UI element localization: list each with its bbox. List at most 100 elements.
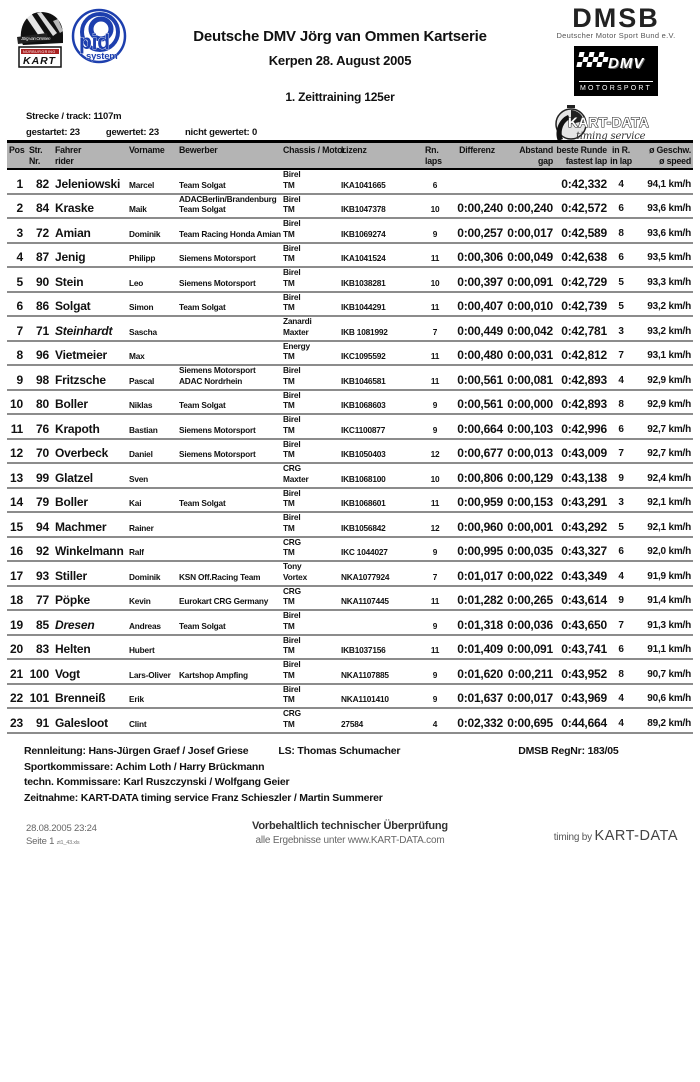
difference: 0:00,806 [457,470,503,485]
gap: 0:00,153 [507,495,553,509]
difference: 0:00,561 [457,372,503,387]
driver-name: Glatzel [55,470,93,485]
motor: TM [283,596,295,606]
driver-firstname: Marcel [129,179,155,190]
best-lap-number: 8 [618,399,624,410]
license: IKC1095592 [341,351,386,361]
gap: 0:00,265 [507,593,553,607]
laps: 4 [432,718,438,729]
driver-firstname: Simon [129,302,154,312]
entrant: Team Solgat [179,302,226,312]
best-lap-number: 4 [618,693,624,704]
position: 10 [10,397,23,411]
driver-name: Winkelmann [55,544,124,558]
best-lap-number: 8 [618,668,624,680]
avg-speed: 92,1 km/h [647,521,691,533]
best-lap: 0:42,893 [561,397,607,411]
table-row: 11 76 Krapoth Bastian Siemens Motorsport… [7,414,693,439]
motor: TM [283,375,295,386]
pid-system-text: system [86,51,118,62]
avg-speed: 92,0 km/h [647,546,691,557]
best-lap-number: 9 [618,472,624,484]
laps: 9 [432,228,438,239]
driver-firstname: Philipp [129,253,156,263]
entrant: Team Solgat [179,179,226,190]
ls-official: LS: Thomas Schumacher [278,745,401,757]
gap: 0:00,049 [507,250,553,264]
position: 16 [10,544,23,558]
kart-number: 94 [36,519,49,534]
driver-name: Steinhardt [55,323,113,338]
driver-name: Overbeck [55,446,109,460]
kart-number: 80 [36,397,49,411]
difference: 0:02,332 [457,715,503,730]
entrant-line1: Siemens Motorsport [179,365,256,375]
entrant-line1: ADACBerlin/Brandenburg [179,193,277,204]
avg-speed: 93,2 km/h [647,325,691,337]
disclaimer: alle Ergebnisse unter www.KART-DATA.com [255,835,445,846]
kart-number: 85 [36,617,49,632]
page-footer: 28.08.2005 23:24 Seite 1 zt1_43.xls Vorb… [0,820,700,860]
col-vorname: Vorname [129,145,165,155]
laps: 9 [432,669,438,680]
kart-number: 91 [36,715,49,730]
position: 21 [10,666,23,681]
kart-number: 90 [36,274,49,289]
tech-commissioners: techn. Kommissare: Karl Ruszczynski / Wo… [24,776,290,788]
driver-firstname: Ralf [129,547,144,557]
chassis: CRG [283,463,301,473]
laps: 10 [430,473,440,484]
best-lap-number: 8 [618,227,624,239]
table-row: 9 98 Fritzsche Pascal Siemens Motorsport… [7,365,693,390]
driver-name: Dresen [55,617,95,632]
table-row: 12 70 Overbeck Daniel Siemens Motorsport… [7,438,693,463]
license: NKA1077924 [341,571,390,582]
dmsb-reg-nr: DMSB RegNr: 183/05 [518,745,619,757]
driver-firstname: Andreas [129,620,161,631]
position: 5 [16,274,24,289]
kart-number: 77 [36,593,49,607]
avg-speed: 92,1 km/h [647,497,691,508]
laps: 11 [430,596,440,606]
table-row: 14 79 Boller Kai Team Solgat Birel TM IKB… [7,487,693,512]
motor: Maxter [283,473,309,484]
chassis: Birel [283,487,301,498]
position: 3 [16,225,24,240]
chassis: Birel [283,438,301,449]
entrant: Siemens Motorsport [179,424,256,435]
laps: 9 [432,694,438,704]
kart-number: 93 [36,568,49,583]
driver-name: Boller [55,495,88,509]
gap: 0:00,017 [507,225,553,240]
table-row: 10 80 Boller Niklas Team Solgat Birel TM … [7,390,693,414]
best-lap: 0:42,893 [561,372,607,387]
dmv-motorsport-text: MOTORSPORT [579,81,653,92]
col-gap: Abstand [519,145,553,155]
best-lap-number: 6 [618,203,624,214]
driver-name: Pöpke [55,593,91,607]
license: 27584 [341,718,364,729]
avg-speed: 93,2 km/h [647,301,691,312]
best-lap: 0:42,812 [561,348,607,362]
chassis: Birel [283,169,301,179]
best-lap-number: 4 [618,178,624,190]
avg-speed: 92,4 km/h [647,472,691,484]
laps: 11 [430,645,440,655]
driver-name: Helten [55,642,91,656]
motor: TM [283,179,295,190]
chassis: Birel [283,193,301,204]
source-file: zt1_43.xls [56,840,80,846]
position: 9 [16,372,24,387]
avg-speed: 91,4 km/h [647,595,691,606]
driver-name: Vogt [55,666,80,681]
avg-speed: 90,6 km/h [647,693,691,704]
position: 2 [16,201,24,215]
best-lap: 0:42,332 [561,176,607,191]
driver-firstname: Dominik [129,571,161,582]
driver-firstname: Erik [129,694,144,704]
results-table: Pos Str. Nr. Fahrer rider Vorname Bewerber… [7,140,693,734]
gap: 0:00,103 [507,421,553,436]
col-speed: ø Geschw. [649,145,691,155]
entrant: KSN Off.Racing Team [179,571,261,582]
motor: TM [283,253,295,263]
